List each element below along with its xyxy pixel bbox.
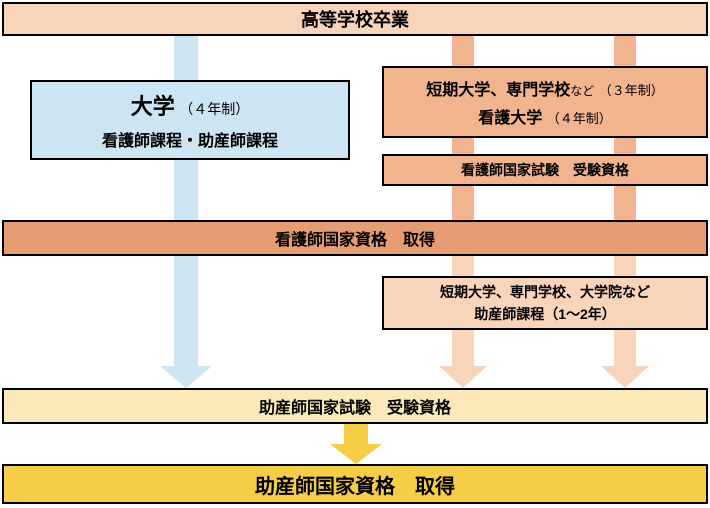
arrow-orange-3b xyxy=(614,186,636,220)
arrow-blue-1 xyxy=(174,36,198,80)
arrow-peach-1a xyxy=(452,256,474,276)
box-top: 高等学校卒業 xyxy=(2,2,708,36)
arrow-orange-3a xyxy=(452,186,474,220)
midwife-exam-label: 助産師国家試験 受験資格 xyxy=(259,394,451,418)
right-school-line1: 短期大学、専門学校など （３年制） xyxy=(426,76,664,100)
box-midwife-license: 助産師国家資格 取得 xyxy=(2,464,708,504)
arrow-peach-2b-head xyxy=(601,366,649,388)
midwife-license-label: 助産師国家資格 取得 xyxy=(255,470,455,499)
box-nurse-license: 看護師国家資格 取得 xyxy=(2,220,708,256)
midwife-school-line2: 助産師課程（1～2年） xyxy=(474,304,616,324)
left-school-line1: 大学 （４年制） xyxy=(131,89,249,121)
arrow-orange-2a xyxy=(452,138,474,154)
arrow-blue-3-head xyxy=(160,366,212,388)
arrow-peach-1b xyxy=(614,256,636,276)
box-right-school: 短期大学、専門学校など （３年制） 看護大学 （４年制） xyxy=(382,66,708,138)
arrow-orange-1a xyxy=(452,36,474,66)
arrow-yellow-head xyxy=(330,444,382,464)
box-nurse-exam: 看護師国家試験 受験資格 xyxy=(382,154,708,186)
arrow-peach-2a-head xyxy=(439,366,487,388)
left-school-line2: 看護師課程・助産師課程 xyxy=(102,127,278,151)
arrow-orange-2b xyxy=(614,138,636,154)
midwife-school-line1: 短期大学、専門学校、大学院など xyxy=(440,282,650,302)
arrow-yellow xyxy=(344,424,368,444)
top-label: 高等学校卒業 xyxy=(301,6,409,32)
box-left-school: 大学 （４年制） 看護師課程・助産師課程 xyxy=(30,80,350,160)
box-midwife-school: 短期大学、専門学校、大学院など 助産師課程（1～2年） xyxy=(382,276,708,330)
arrow-orange-1b xyxy=(614,36,636,66)
arrow-blue-3 xyxy=(174,256,198,366)
box-midwife-exam: 助産師国家試験 受験資格 xyxy=(2,388,708,424)
nurse-license-label: 看護師国家資格 取得 xyxy=(275,226,435,250)
arrow-blue-2 xyxy=(174,160,198,220)
nurse-exam-label: 看護師国家試験 受験資格 xyxy=(461,160,629,180)
right-school-line2: 看護大学 （４年制） xyxy=(478,104,611,128)
arrow-peach-2b xyxy=(614,330,636,366)
arrow-peach-2a xyxy=(452,330,474,366)
